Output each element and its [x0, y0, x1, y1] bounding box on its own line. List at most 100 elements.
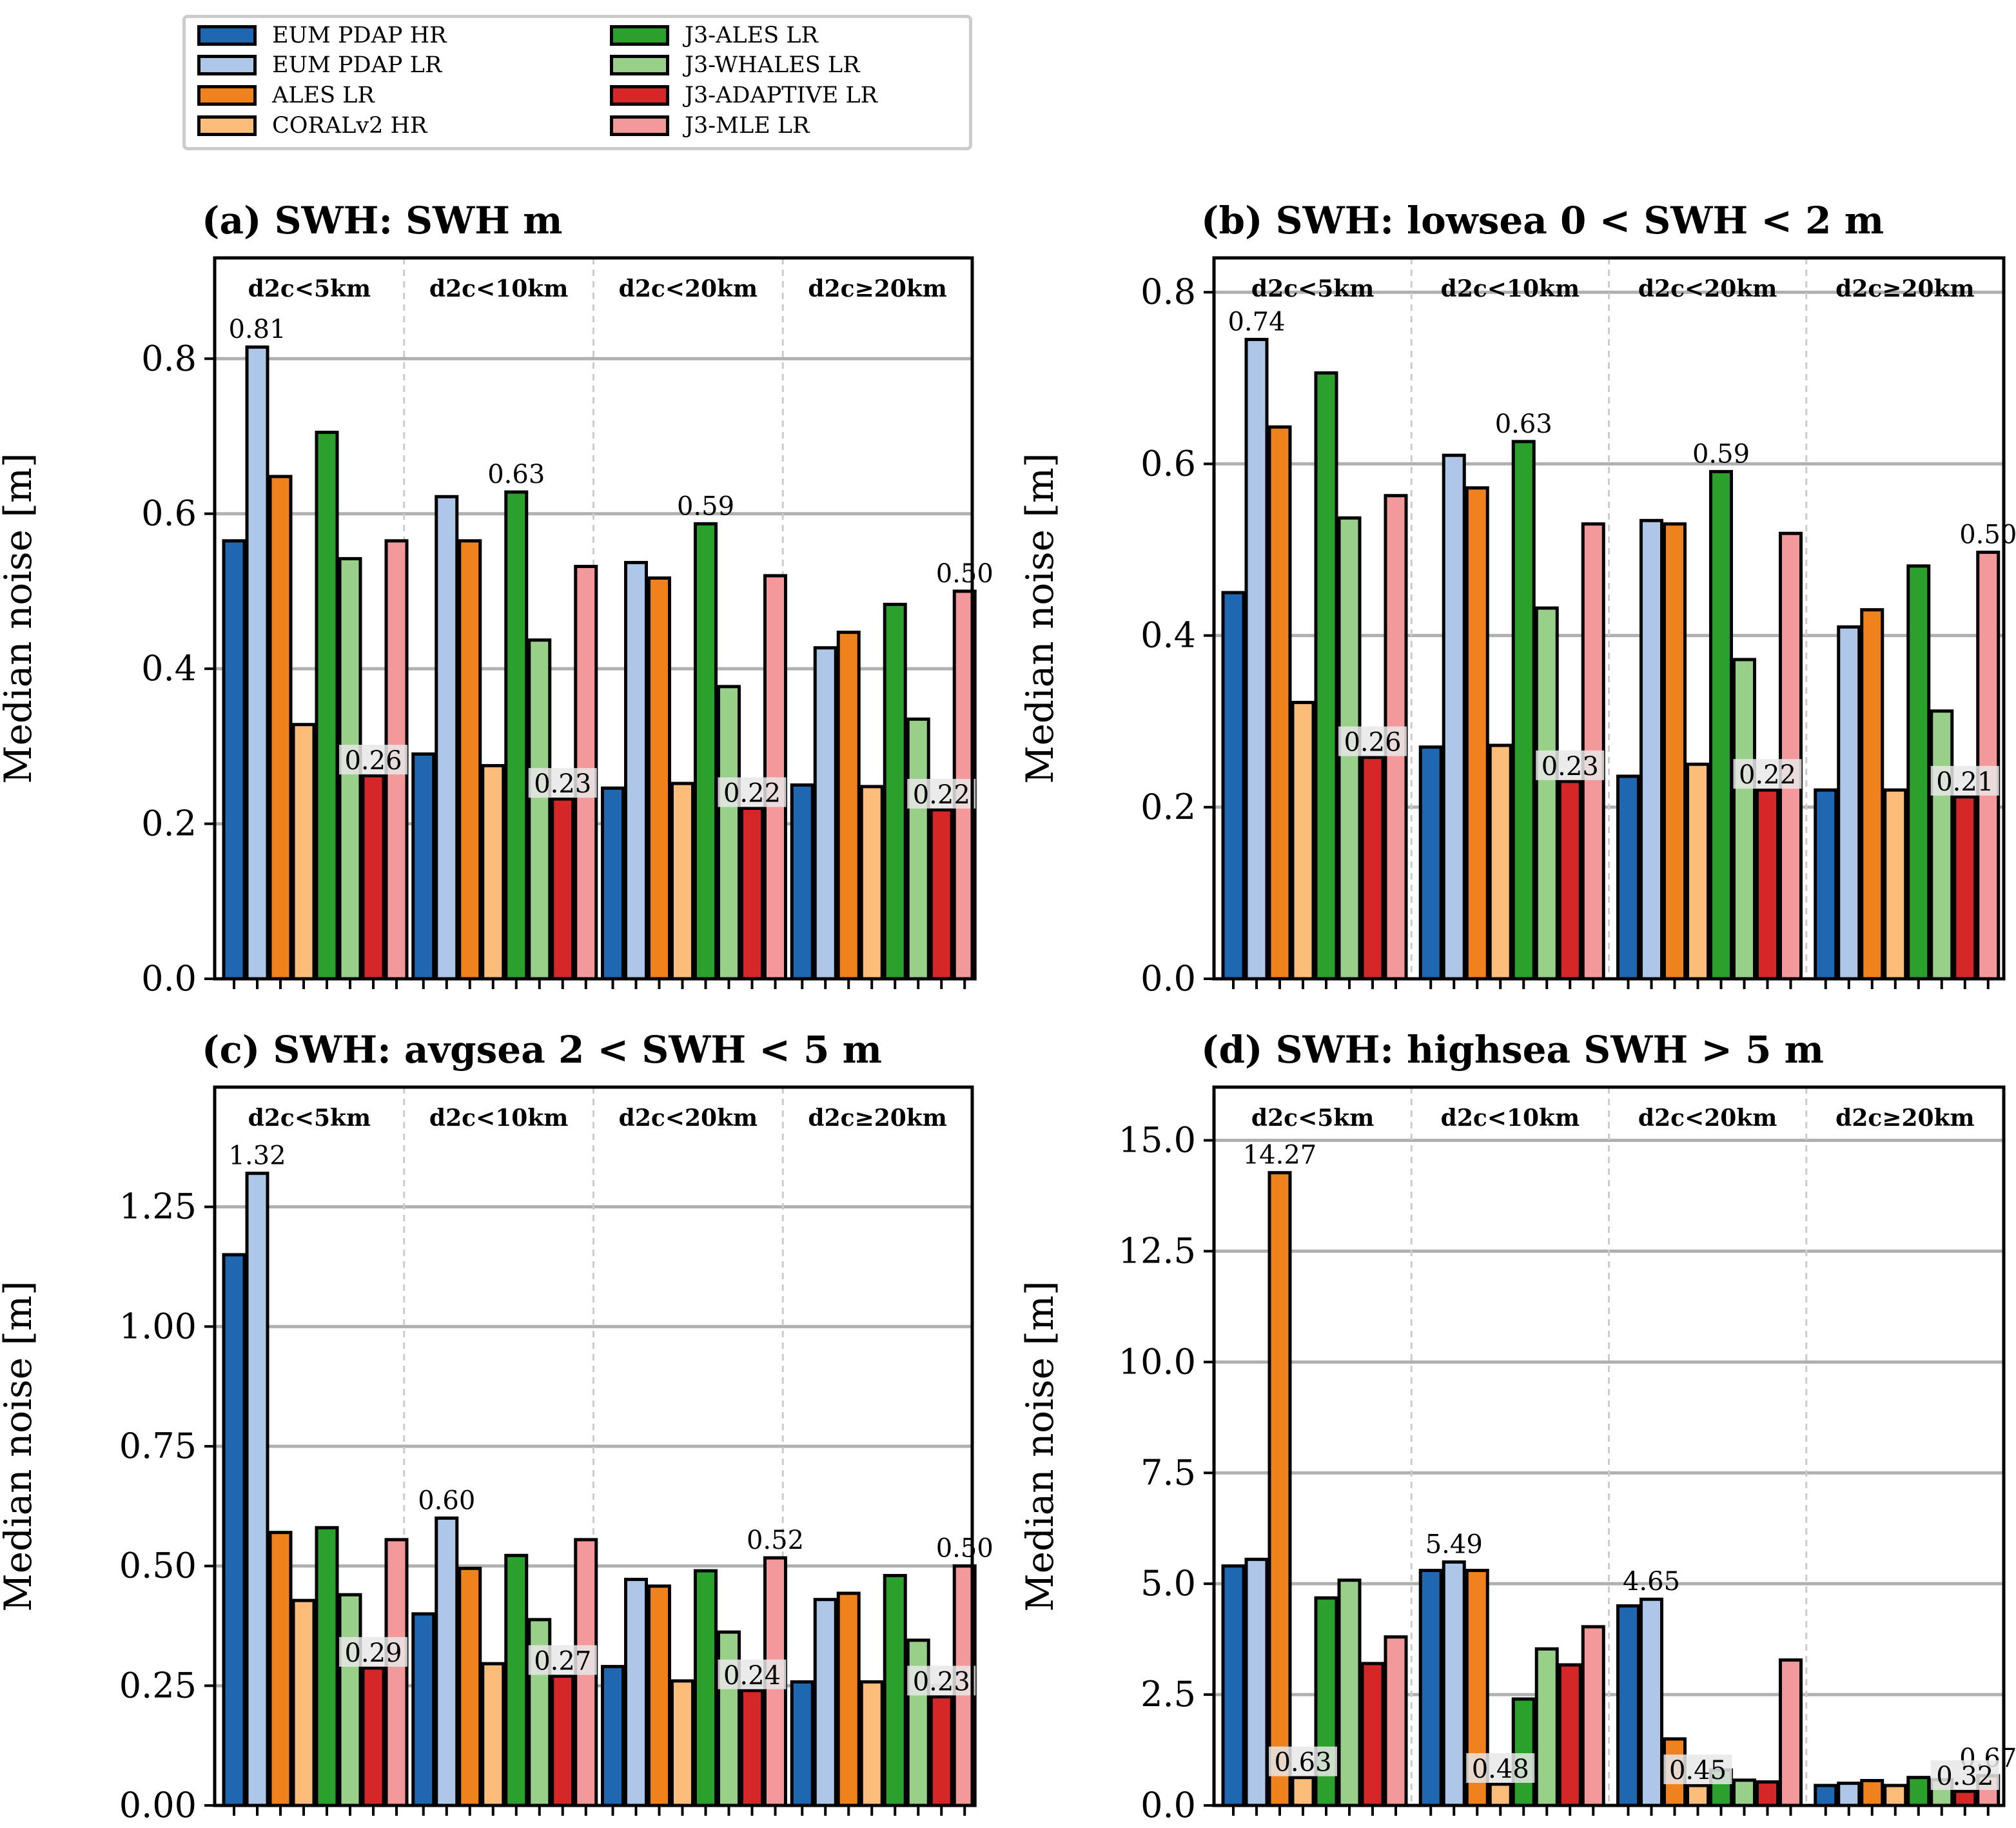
chart-panel-1: (b) SWH: lowsea 0 < SWH < 2 m Median nois…	[1018, 199, 2016, 999]
bar	[504, 490, 529, 981]
bar	[883, 602, 907, 981]
bar	[906, 1638, 930, 1807]
bar	[1709, 469, 1733, 981]
bar	[1244, 1557, 1269, 1807]
bar	[929, 1695, 954, 1807]
min-label-box	[907, 1666, 976, 1696]
bar	[1639, 1597, 1663, 1807]
y-tick-label: 0.2	[141, 803, 197, 844]
bar	[859, 1680, 884, 1807]
max-value-label: 0.52	[747, 1526, 804, 1555]
bar	[268, 1531, 293, 1807]
y-tick-label: 0.6	[1140, 443, 1196, 484]
bar	[1360, 1662, 1385, 1807]
axes-frame	[213, 256, 974, 981]
max-value-label: 0.63	[487, 460, 545, 489]
min-value-label: 0.22	[913, 780, 970, 810]
bar	[291, 723, 316, 981]
bar	[435, 1516, 459, 1807]
bar	[1267, 425, 1292, 981]
bar	[1418, 1569, 1443, 1807]
bar	[1442, 1560, 1466, 1807]
legend-item: J3-WHALES LR	[610, 52, 859, 79]
bar	[883, 1574, 907, 1807]
group-label: d2c<20km	[1638, 1105, 1777, 1132]
y-tick-label: 0.8	[1140, 271, 1196, 312]
bar	[1511, 440, 1536, 981]
bar	[717, 685, 741, 981]
bar	[458, 539, 482, 981]
bar	[411, 752, 436, 981]
legend-label: ALES LR	[272, 83, 375, 108]
bar	[1465, 486, 1489, 981]
legend-label: CORALv2 HR	[272, 113, 427, 139]
max-value-label: 0.81	[228, 315, 286, 344]
bar	[268, 475, 293, 981]
legend-swatch	[197, 115, 257, 136]
min-value-label: 0.45	[1669, 1756, 1727, 1785]
y-tick-label: 0.8	[141, 338, 197, 378]
bar	[647, 1584, 671, 1807]
bar	[1511, 1697, 1536, 1807]
bar	[1488, 743, 1512, 981]
min-label-box	[528, 768, 597, 798]
legend-item: J3-ADAPTIVE LR	[610, 82, 877, 109]
min-value-label: 0.26	[344, 746, 402, 776]
chart-title: (c) SWH: avgsea 2 < SWH < 5 m	[202, 1028, 882, 1072]
axes-frame	[1212, 1085, 2006, 1807]
group-label: d2c<5km	[1251, 1105, 1374, 1132]
chart-panel-3: (d) SWH: highsea SWH > 5 m Median noise […	[1018, 1028, 2016, 1825]
y-tick-label: 0.75	[119, 1426, 197, 1466]
bar	[813, 646, 837, 981]
bar	[1953, 1789, 1977, 1807]
bar	[1221, 1564, 1246, 1807]
bar	[694, 522, 718, 981]
bar	[411, 1612, 436, 1807]
min-label-box	[1663, 1754, 1732, 1785]
bar	[458, 1566, 482, 1807]
bar	[906, 717, 930, 981]
group-label: d2c≥20km	[1835, 1105, 1974, 1132]
bar	[1686, 1784, 1710, 1807]
bar	[1779, 1658, 1803, 1807]
bar	[1883, 1784, 1908, 1807]
bar	[551, 797, 575, 981]
min-value-label: 0.32	[1936, 1762, 1993, 1791]
y-tick-label: 15.0	[1119, 1120, 1196, 1161]
min-value-label: 0.24	[723, 1661, 781, 1691]
min-value-label: 0.22	[723, 779, 781, 809]
bar	[717, 1630, 741, 1807]
legend-item: CORALv2 HR	[197, 112, 427, 139]
bar	[740, 807, 764, 981]
group-label: d2c≥20km	[1835, 275, 1974, 302]
bar	[481, 1662, 505, 1807]
bar	[1953, 795, 1977, 981]
y-tick-label: 0.0	[1140, 1785, 1196, 1825]
legend-label: J3-ALES LR	[685, 23, 818, 48]
min-value-label: 0.29	[344, 1638, 402, 1668]
y-tick-label: 0.4	[1140, 615, 1196, 656]
group-label: d2c<10km	[429, 1105, 568, 1132]
group-label: d2c<5km	[1251, 275, 1374, 302]
legend-swatch	[197, 55, 257, 75]
bar	[1221, 591, 1246, 981]
min-value-label: 0.26	[1344, 728, 1401, 758]
min-value-label: 0.48	[1472, 1754, 1529, 1784]
bar	[338, 1593, 362, 1807]
bar	[1976, 551, 2001, 981]
legend-swatch	[610, 85, 669, 106]
min-label-box	[339, 745, 407, 775]
bar	[1906, 564, 1931, 981]
y-tick-label: 0.50	[119, 1546, 197, 1586]
bar	[1291, 1776, 1315, 1807]
max-value-label: 14.27	[1243, 1141, 1317, 1170]
bar	[527, 638, 552, 981]
group-label: d2c≥20km	[808, 1105, 946, 1132]
y-tick-label: 0.2	[1140, 787, 1196, 827]
bar	[1488, 1782, 1512, 1807]
min-label-box	[339, 1636, 407, 1667]
bar	[790, 1680, 814, 1807]
min-label-box	[528, 1645, 597, 1675]
bar	[1534, 606, 1559, 981]
bar	[694, 1569, 718, 1807]
